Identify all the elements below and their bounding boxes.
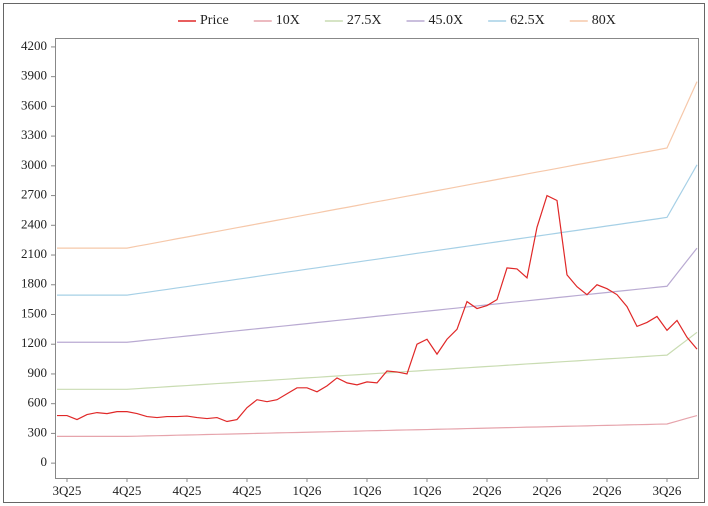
legend-label: 80X [592,13,616,28]
series-line [57,81,698,249]
x-tick-label: 2Q26 [533,483,562,498]
y-tick-label: 1800 [21,276,47,291]
x-tick-label: 3Q25 [53,483,82,498]
x-tick-label: 3Q26 [653,483,682,498]
x-tick-label: 2Q26 [473,483,502,498]
y-tick-label: 3900 [21,68,47,83]
y-tick-label: 900 [28,365,48,380]
y-tick-label: 0 [41,454,48,469]
x-tick-label: 2Q26 [593,483,622,498]
y-tick-label: 2100 [21,246,47,261]
series-line [57,164,698,296]
legend-label: Price [200,13,229,28]
y-tick-label: 2400 [21,216,47,231]
legend-label: 10X [276,13,300,28]
series-line [57,194,698,423]
x-tick-label: 1Q26 [293,483,322,498]
y-tick-label: 3300 [21,127,47,142]
x-tick-label: 1Q26 [353,483,382,498]
x-tick-label: 4Q25 [233,483,262,498]
legend: Price 10X 27.5X 45.0X 62.5X 80X [178,13,616,28]
series-line [57,331,698,390]
y-tick-label: 3600 [21,97,47,112]
series-line [57,247,698,343]
plot-frame [55,38,699,479]
y-tick-label: 600 [28,395,48,410]
y-tick-label: 1200 [21,335,47,350]
x-tick-label: 1Q26 [413,483,442,498]
series-line [57,414,698,437]
y-tick-label: 2700 [21,187,47,202]
y-tick-label: 300 [28,424,48,439]
legend-label: 45.0X [429,13,464,28]
outer-border [3,3,705,503]
x-tick-label: 4Q25 [113,483,142,498]
y-tick-label: 3000 [21,157,47,172]
y-tick-label: 1500 [21,305,47,320]
x-tick-label: 4Q25 [173,483,202,498]
y-tick-label: 4200 [21,38,47,53]
legend-label: 62.5X [510,13,545,28]
legend-label: 27.5X [347,13,382,28]
